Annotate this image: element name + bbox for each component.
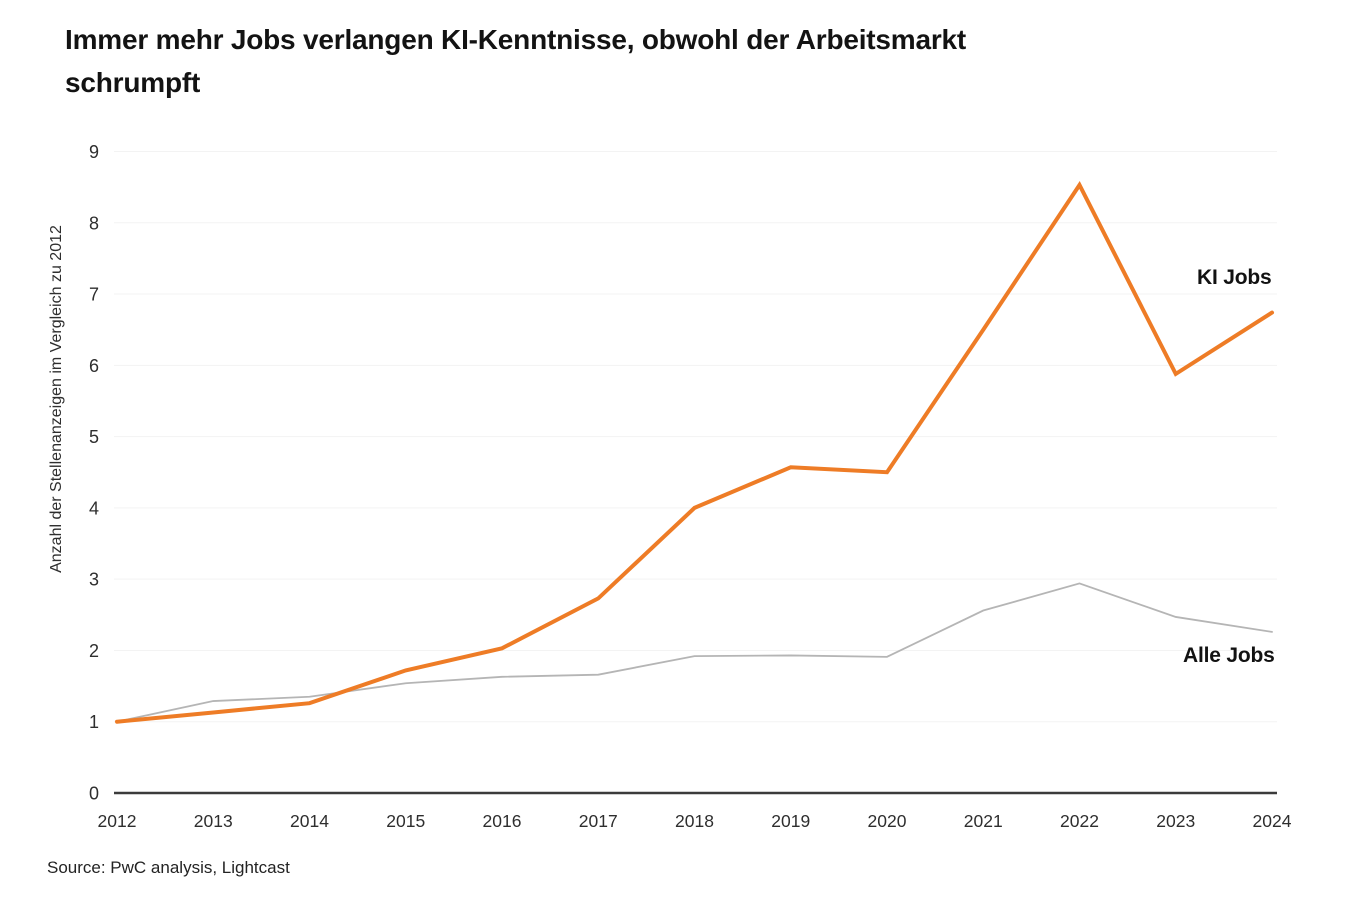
x-tick-label: 2012 [98, 811, 137, 831]
y-tick-label: 8 [89, 213, 99, 233]
y-tick-label: 2 [89, 641, 99, 661]
chart-title-line1: Immer mehr Jobs verlangen KI-Kenntnisse,… [65, 24, 967, 55]
x-tick-label: 2020 [868, 811, 907, 831]
series-label-ki-jobs: KI Jobs [1197, 266, 1272, 289]
y-tick-label: 1 [89, 712, 99, 732]
y-tick-label: 0 [89, 784, 99, 804]
y-tick-label: 3 [89, 570, 99, 590]
x-tick-label: 2014 [290, 811, 329, 831]
source-attribution: Source: PwC analysis, Lightcast [47, 858, 290, 877]
y-tick-label: 5 [89, 427, 99, 447]
y-tick-label: 4 [89, 498, 99, 518]
x-tick-label: 2018 [675, 811, 714, 831]
x-tick-label: 2013 [194, 811, 233, 831]
x-tick-label: 2023 [1156, 811, 1195, 831]
y-tick-label: 9 [89, 142, 99, 162]
y-tick-label: 6 [89, 356, 99, 376]
line-ki-jobs [115, 181, 1274, 724]
x-tick-label: 2024 [1253, 811, 1292, 831]
x-tick-label: 2015 [386, 811, 425, 831]
x-tick-label: 2021 [964, 811, 1003, 831]
y-tick-label: 7 [89, 285, 99, 305]
series-label-alle-jobs: Alle Jobs [1183, 644, 1275, 667]
chart-title-line2: schrumpft [65, 67, 201, 98]
x-tick-label: 2019 [771, 811, 810, 831]
chart-title: Immer mehr Jobs verlangen KI-Kenntnisse,… [65, 18, 966, 104]
x-tick-label: 2022 [1060, 811, 1099, 831]
x-tick-label: 2017 [579, 811, 618, 831]
line-alle-jobs [116, 582, 1273, 723]
x-tick-label: 2016 [483, 811, 522, 831]
